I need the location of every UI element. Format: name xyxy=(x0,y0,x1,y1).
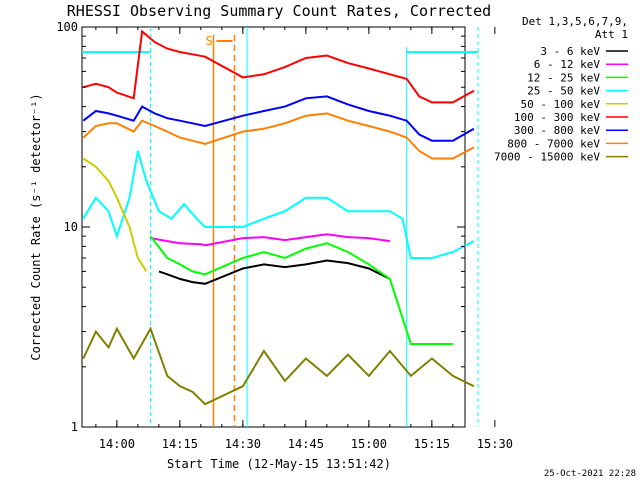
y-tick-label-2: 100 xyxy=(56,20,78,34)
axes-layer: 14:00 14:15 14:30 14:45 15:00 15:15 15:30 1 10 10… xyxy=(56,20,513,451)
series-line-8 xyxy=(82,326,475,406)
series-line-2 xyxy=(149,235,453,345)
x-tick-label-2: 14:30 xyxy=(225,437,261,451)
y-tick-label-0: 1 xyxy=(71,420,78,434)
x-tick-label-5: 15:15 xyxy=(414,437,450,451)
legend-label-1: 6 - 12 keV xyxy=(534,58,601,71)
legend-label-2: 12 - 25 keV xyxy=(527,71,600,84)
observing-intervals: S xyxy=(82,27,479,427)
y-tick-label-1: 10 xyxy=(64,220,78,234)
x-tick-label-4: 15:00 xyxy=(351,437,387,451)
series-line-7 xyxy=(82,112,475,160)
series-line-0 xyxy=(158,259,391,285)
legend-label-6: 300 - 800 keV xyxy=(514,124,600,137)
chart-title: RHESSI Observing Summary Count Rates, Co… xyxy=(67,2,491,20)
series-line-1 xyxy=(150,233,391,247)
saa-label: S xyxy=(205,34,212,48)
timestamp: 25-Oct-2021 22:28 xyxy=(544,469,636,479)
legend-label-7: 800 - 7000 keV xyxy=(507,137,600,150)
detectors-label: Det 1,3,5,6,7,9, xyxy=(522,15,628,28)
legend-label-0: 3 - 6 keV xyxy=(540,45,600,58)
y-axis-label: Corrected Count Rate (s⁻¹ detector⁻¹) xyxy=(29,93,43,360)
x-tick-label-1: 14:15 xyxy=(162,437,198,451)
series-line-6 xyxy=(82,95,475,142)
x-tick-label-0: 14:00 xyxy=(99,437,135,451)
x-axis-label: Start Time (12-May-15 13:51:42) xyxy=(167,457,391,471)
x-tick-label-6: 15:30 xyxy=(477,437,513,451)
legend-label-8: 7000 - 15000 keV xyxy=(494,151,600,164)
series-line-4 xyxy=(82,157,148,272)
series-layer xyxy=(82,29,475,406)
x-tick-label-3: 14:45 xyxy=(288,437,324,451)
legend-label-4: 50 - 100 keV xyxy=(521,98,601,111)
series-line-5 xyxy=(83,29,475,104)
plot-frame xyxy=(81,26,466,428)
legend-label-3: 25 - 50 keV xyxy=(527,85,600,98)
series-line-3 xyxy=(82,150,475,259)
attenuator-label: Att 1 xyxy=(595,28,628,41)
legend-label-5: 100 - 300 keV xyxy=(514,111,600,124)
